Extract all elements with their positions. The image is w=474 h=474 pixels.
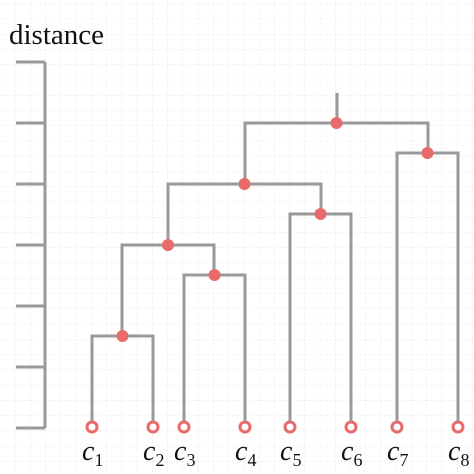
y-axis — [16, 60, 47, 430]
leaf-node — [238, 420, 252, 434]
leaf-label: c2 — [143, 436, 164, 470]
leaf-label: c3 — [174, 436, 195, 470]
nodes — [85, 117, 465, 434]
leaf-index: 7 — [399, 450, 408, 470]
leaf-label: c4 — [235, 436, 256, 470]
merge-node — [314, 208, 327, 220]
leaf-index: 8 — [460, 450, 469, 470]
leaf-node — [177, 420, 191, 434]
leaf-node — [451, 420, 465, 434]
leaf-labels: c1 c2 c3 c4 c5 c6 c7 c8 — [82, 436, 469, 470]
merge-node — [162, 239, 174, 251]
leaf-index: 5 — [292, 450, 301, 470]
leaf-index: 2 — [155, 450, 164, 470]
leaf-symbol: c — [387, 436, 400, 467]
leaf-node — [344, 420, 358, 434]
merge-node — [238, 178, 251, 190]
leaf-symbol: c — [174, 436, 187, 467]
leaf-node — [146, 420, 160, 434]
leaf-label: c5 — [280, 436, 301, 470]
merge-node — [330, 117, 343, 129]
leaf-node — [85, 420, 99, 434]
leaf-index: 6 — [353, 450, 362, 470]
leaf-node — [283, 420, 297, 434]
leaf-symbol: c — [280, 436, 293, 467]
leaf-symbol: c — [341, 436, 354, 467]
leaf-label: c7 — [387, 436, 408, 470]
leaf-symbol: c — [82, 436, 95, 467]
leaf-symbol: c — [235, 436, 248, 467]
leaf-label: c6 — [341, 436, 362, 470]
merge-node — [421, 147, 434, 159]
axis-title: distance — [9, 19, 104, 51]
leaf-label: c8 — [448, 436, 469, 470]
leaf-index: 1 — [94, 450, 103, 470]
merge-node — [116, 330, 129, 342]
merge-node — [208, 269, 221, 281]
leaf-index: 4 — [247, 450, 256, 470]
leaf-node — [390, 420, 404, 434]
leaf-label: c1 — [82, 436, 103, 470]
leaf-symbol: c — [143, 436, 156, 467]
leaf-index: 3 — [186, 450, 195, 470]
leaf-symbol: c — [448, 436, 461, 467]
